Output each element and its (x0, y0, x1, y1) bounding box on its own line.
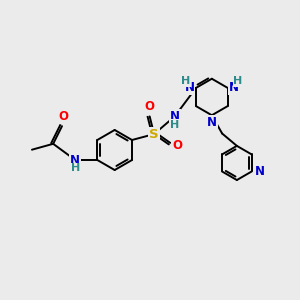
Text: O: O (145, 100, 155, 113)
Text: O: O (58, 110, 68, 123)
Text: N: N (70, 154, 80, 166)
Text: H: H (170, 120, 179, 130)
Text: N: N (255, 165, 265, 178)
Text: H: H (70, 163, 80, 173)
Text: N: N (170, 110, 180, 123)
Text: O: O (172, 140, 182, 152)
Text: N: N (229, 81, 239, 94)
Text: S: S (149, 128, 159, 141)
Text: N: N (207, 116, 217, 129)
Text: H: H (233, 76, 243, 86)
Text: N: N (184, 81, 195, 94)
Text: H: H (181, 76, 190, 86)
